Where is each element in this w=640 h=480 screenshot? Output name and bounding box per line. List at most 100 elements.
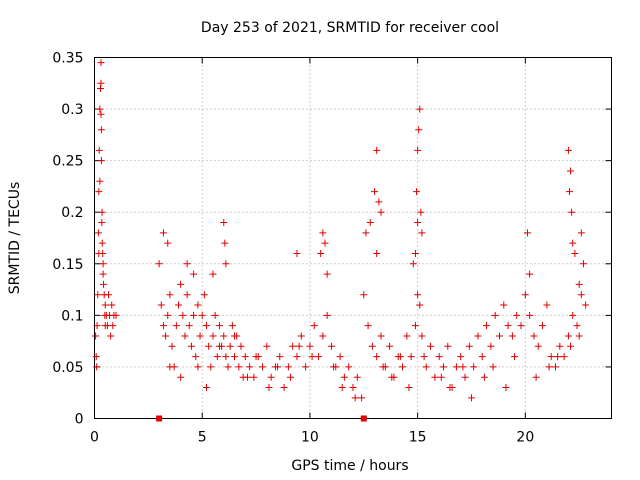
- gap-marker: [360, 415, 367, 422]
- data-point: [259, 363, 267, 371]
- data-point: [306, 342, 314, 350]
- data-point: [360, 291, 368, 299]
- y-tick-label: 0.05: [52, 360, 83, 376]
- data-point: [375, 198, 383, 206]
- x-tick-label: 5: [198, 430, 207, 446]
- data-point: [203, 322, 211, 330]
- data-point: [319, 332, 327, 340]
- data-point: [99, 260, 107, 268]
- data-point: [98, 219, 106, 227]
- y-tick-label: 0.1: [61, 308, 83, 324]
- data-point: [164, 311, 172, 319]
- data-point: [107, 332, 115, 340]
- data-point: [177, 373, 185, 381]
- data-point: [166, 291, 174, 299]
- data-point: [579, 260, 587, 268]
- y-tick-label: 0.3: [61, 102, 83, 118]
- plot-frame: [94, 57, 612, 419]
- data-point: [377, 332, 385, 340]
- data-point: [569, 239, 577, 247]
- data-point: [417, 208, 425, 216]
- data-point: [495, 332, 503, 340]
- data-point: [185, 322, 193, 330]
- data-point: [577, 291, 585, 299]
- data-point: [267, 373, 275, 381]
- data-point: [517, 322, 525, 330]
- data-point: [489, 363, 497, 371]
- data-point: [330, 363, 338, 371]
- data-point: [353, 373, 361, 381]
- y-axis-label: SRMTID / TECUs: [7, 182, 23, 295]
- data-point: [302, 363, 310, 371]
- grid-lines: [94, 57, 612, 419]
- data-point: [564, 332, 572, 340]
- data-point: [368, 342, 376, 350]
- data-point: [183, 260, 191, 268]
- data-point: [554, 353, 562, 361]
- data-point: [399, 363, 407, 371]
- x-tick-label: 20: [516, 430, 534, 446]
- x-tick-label: 0: [90, 430, 99, 446]
- data-point: [491, 311, 499, 319]
- data-point: [577, 229, 585, 237]
- data-point: [534, 342, 542, 350]
- data-point: [543, 301, 551, 309]
- data-point: [547, 353, 555, 361]
- data-point: [231, 332, 239, 340]
- data-point: [310, 322, 318, 330]
- data-point: [452, 363, 460, 371]
- data-point: [250, 373, 258, 381]
- data-point: [190, 311, 198, 319]
- data-point: [172, 322, 180, 330]
- data-point: [168, 342, 176, 350]
- data-point: [175, 301, 183, 309]
- data-point: [96, 177, 104, 185]
- data-point: [431, 373, 439, 381]
- data-point: [101, 322, 109, 330]
- data-point: [386, 342, 394, 350]
- data-point: [98, 239, 106, 247]
- data-point: [252, 353, 260, 361]
- data-point: [220, 332, 228, 340]
- data-point: [274, 363, 282, 371]
- data-point: [321, 239, 329, 247]
- data-point: [556, 342, 564, 350]
- data-point: [388, 373, 396, 381]
- data-point: [181, 332, 189, 340]
- data-point: [405, 384, 413, 392]
- data-point: [416, 301, 424, 309]
- data-point: [511, 353, 519, 361]
- data-point: [209, 270, 217, 278]
- data-point: [213, 353, 221, 361]
- data-point: [317, 249, 325, 257]
- x-tick-label: 15: [409, 430, 427, 446]
- data-point: [377, 208, 385, 216]
- data-point: [95, 146, 103, 154]
- data-point: [478, 353, 486, 361]
- data-point: [336, 353, 344, 361]
- data-point: [99, 270, 107, 278]
- data-point: [470, 363, 478, 371]
- data-point: [474, 332, 482, 340]
- data-point: [293, 249, 301, 257]
- data-point: [293, 353, 301, 361]
- data-point: [373, 146, 381, 154]
- data-point: [414, 219, 422, 227]
- data-point: [265, 384, 273, 392]
- data-point: [358, 394, 366, 402]
- data-point: [504, 322, 512, 330]
- data-point: [159, 322, 167, 330]
- data-point: [567, 342, 575, 350]
- data-point: [97, 110, 105, 118]
- data-points: [92, 59, 590, 402]
- data-point: [422, 363, 430, 371]
- data-point: [155, 260, 163, 268]
- data-point: [96, 105, 104, 113]
- data-point: [209, 332, 217, 340]
- data-point: [366, 219, 374, 227]
- data-point: [308, 353, 316, 361]
- data-point: [215, 322, 223, 330]
- data-point: [373, 249, 381, 257]
- data-point: [420, 353, 428, 361]
